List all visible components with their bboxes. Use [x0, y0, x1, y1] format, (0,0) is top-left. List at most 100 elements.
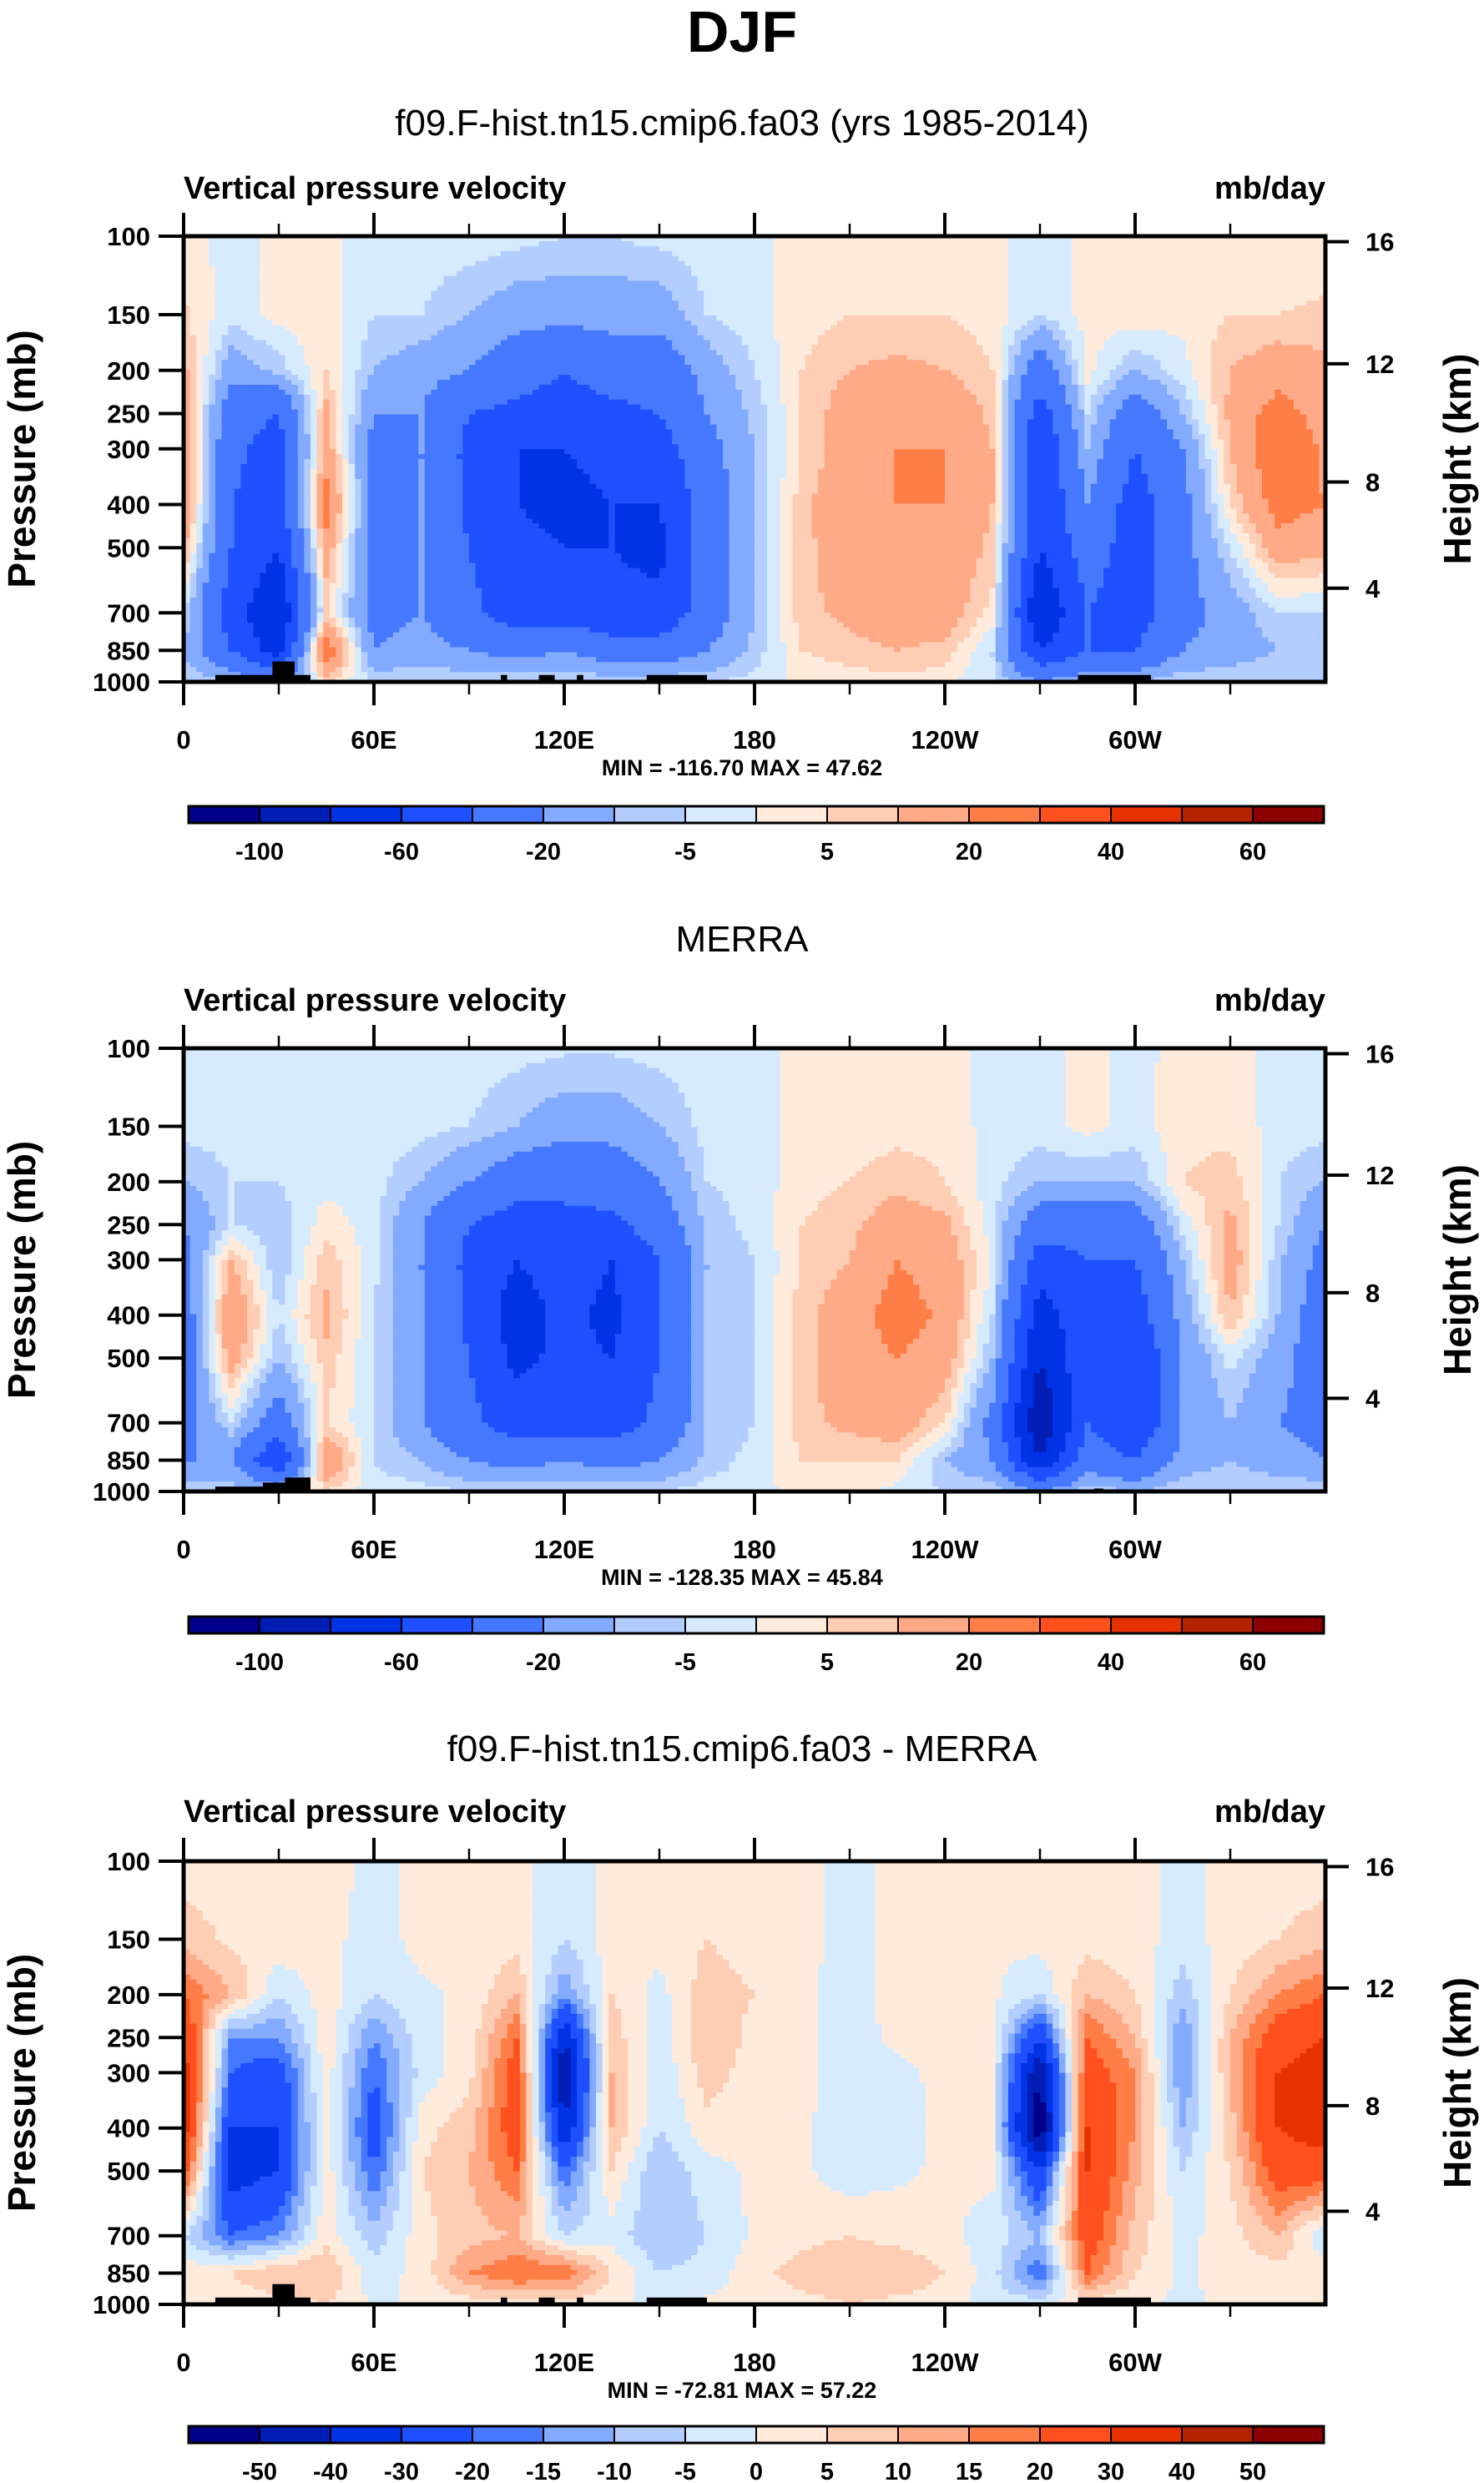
contour-cell — [659, 1294, 692, 1300]
y-tick-label: 400 — [107, 491, 150, 520]
contour-cell — [1211, 1259, 1224, 1266]
contour-cell — [221, 608, 248, 613]
contour-cell — [780, 518, 794, 524]
contour-cell — [462, 1319, 502, 1325]
contour-cell — [1084, 345, 1104, 351]
contour-cell — [336, 528, 343, 534]
contour-cell — [221, 1304, 248, 1310]
contour-cell — [189, 473, 197, 480]
contour-cell — [830, 1279, 889, 1285]
contour-cell — [1027, 548, 1073, 554]
contour-cell — [1199, 578, 1231, 583]
contour-cell — [1065, 493, 1085, 499]
contour-cell — [1052, 414, 1073, 421]
contour-cell — [215, 459, 248, 465]
contour-cell — [310, 513, 318, 519]
contour-cell — [995, 1210, 1009, 1217]
contour-cell — [1185, 468, 1206, 475]
contour-cell — [184, 588, 191, 593]
contour-cell — [982, 1205, 997, 1212]
contour-cell — [1192, 360, 1212, 366]
contour-cell — [323, 1309, 331, 1315]
contour-cell — [1002, 537, 1009, 544]
contour-cell — [982, 350, 1002, 356]
contour-cell — [215, 449, 248, 455]
contour-cell — [1008, 320, 1028, 326]
contour-cell — [1211, 1245, 1224, 1251]
contour-cell — [202, 508, 209, 514]
contour-cell — [1084, 647, 1092, 653]
contour-cell — [443, 1156, 508, 1163]
contour-cell — [1008, 434, 1016, 440]
contour-cell — [824, 449, 895, 455]
contour-cell — [1268, 1314, 1275, 1320]
contour-cell — [184, 652, 204, 658]
contour-cell — [995, 672, 1002, 678]
contour-cell — [678, 657, 736, 663]
contour-cell — [780, 1088, 971, 1093]
contour-cell — [323, 399, 331, 406]
contour-cell — [202, 627, 223, 633]
contour-cell — [735, 657, 762, 663]
contour-cell — [755, 1334, 775, 1340]
contour-cell — [386, 355, 482, 361]
contour-cell — [1204, 473, 1212, 480]
contour-cell — [234, 537, 292, 544]
contour-cell — [265, 1245, 292, 1251]
contour-cell — [367, 578, 419, 583]
contour-cell — [1008, 528, 1016, 534]
contour-cell — [1002, 1304, 1022, 1310]
contour-cell — [1153, 508, 1193, 514]
contour-cell — [184, 558, 191, 564]
contour-cell — [184, 662, 191, 668]
contour-cell — [697, 389, 743, 396]
contour-cell — [260, 573, 286, 578]
contour-cell — [995, 573, 1002, 578]
contour-cell — [608, 508, 616, 514]
contour-cell — [437, 330, 521, 336]
contour-cell — [1084, 444, 1092, 450]
contour-cell — [780, 578, 794, 583]
contour-cell — [361, 1324, 375, 1330]
contour-cell — [184, 642, 204, 648]
contour-cell — [1008, 449, 1016, 455]
contour-cell — [184, 1245, 191, 1251]
contour-cell — [482, 588, 692, 593]
contour-cell — [1090, 394, 1104, 401]
contour-cell — [247, 657, 286, 663]
contour-cell — [304, 508, 311, 514]
contour-cell — [209, 255, 260, 262]
contour-cell — [1122, 483, 1148, 490]
contour-cell — [970, 598, 990, 603]
contour-cell — [963, 1264, 977, 1271]
contour-cell — [184, 360, 197, 366]
contour-cell — [367, 468, 419, 475]
contour-cell — [202, 617, 223, 623]
contour-cell — [323, 593, 331, 598]
contour-cell — [1243, 503, 1269, 509]
contour-cell — [1021, 622, 1034, 628]
contour-cell — [297, 513, 305, 519]
contour-cell — [805, 1215, 870, 1222]
contour-cell — [1153, 563, 1199, 569]
contour-cell — [291, 1200, 324, 1207]
contour-cell — [614, 1269, 660, 1275]
contour-cell — [1008, 399, 1016, 406]
contour-cell — [202, 1294, 209, 1300]
contour-cell — [209, 444, 216, 450]
contour-cell — [209, 1264, 216, 1271]
contour-cell — [1211, 1235, 1224, 1241]
contour-cell — [291, 1249, 305, 1256]
contour-cell — [336, 468, 343, 475]
contour-cell — [184, 1062, 527, 1069]
contour-cell — [755, 444, 768, 450]
contour-cell — [723, 360, 755, 366]
contour-cell — [424, 1294, 463, 1300]
contour-cell — [221, 335, 255, 341]
contour-cell — [628, 1098, 685, 1103]
contour-cell — [621, 1147, 679, 1153]
y-right-axis-label: Height (km) — [1436, 354, 1479, 565]
contour-cell — [614, 537, 667, 544]
contour-cell — [424, 1304, 463, 1310]
contour-cell — [1224, 1225, 1238, 1231]
